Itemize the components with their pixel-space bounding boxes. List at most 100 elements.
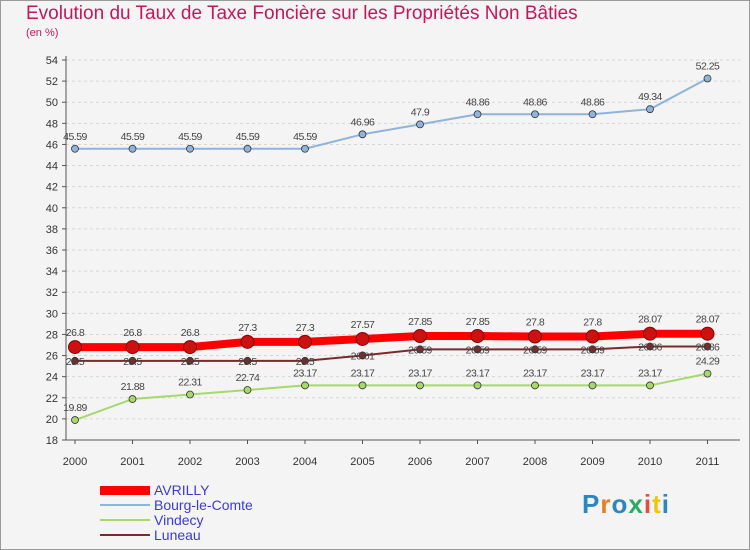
data-label-avrilly: 26.8	[66, 327, 85, 339]
point-avrilly	[298, 334, 312, 349]
legend-item-vindecy[interactable]: Vindecy	[100, 512, 300, 528]
data-label-bourg-le-comte: 45.59	[178, 131, 202, 143]
series-line-vindecy	[74, 372, 708, 421]
y-tick-label: 42	[46, 182, 58, 194]
data-label-avrilly: 28.07	[638, 314, 662, 326]
legend-item-bourg-le-comte[interactable]: Bourg-le-Comte	[100, 497, 300, 513]
logo-letter: P	[582, 489, 601, 519]
point-avrilly	[413, 329, 427, 344]
point-luneau	[243, 356, 252, 365]
y-tick-label: 34	[46, 266, 58, 278]
legend-item-avrilly[interactable]: AVRILLY	[100, 482, 300, 498]
data-label-avrilly: 27.57	[351, 319, 375, 331]
data-label-vindecy: 22.74	[236, 372, 260, 384]
y-tick-label: 24	[46, 372, 58, 384]
point-vindecy	[531, 381, 539, 390]
data-label-avrilly: 27.3	[296, 322, 315, 334]
data-label-luneau: 25.5	[123, 356, 142, 368]
data-label-avrilly: 27.8	[583, 317, 602, 329]
logo-letter: x	[628, 489, 644, 519]
data-label-bourg-le-comte: 45.59	[293, 131, 317, 143]
y-tick-label: 38	[46, 224, 58, 236]
y-tick-label: 18	[46, 435, 58, 447]
point-avrilly	[700, 326, 715, 341]
data-label-luneau: 25.5	[296, 356, 315, 368]
data-label-luneau: 26.59	[466, 344, 490, 356]
legend-swatch-avrilly	[100, 486, 150, 495]
legend-swatch-vindecy	[100, 519, 150, 521]
x-tick-label: 2005	[350, 456, 374, 468]
point-vindecy	[301, 381, 309, 390]
point-vindecy	[128, 395, 137, 403]
data-label-vindecy: 21.88	[121, 381, 145, 393]
data-label-vindecy: 23.17	[408, 367, 432, 379]
legend-label-vindecy: Vindecy	[154, 512, 204, 528]
point-avrilly	[183, 340, 197, 355]
x-tick-label: 2011	[696, 456, 720, 468]
point-bourg-le-comte	[416, 120, 424, 129]
chart-title: Evolution du Taux de Taxe Foncière sur l…	[26, 3, 578, 24]
x-tick-label: 2001	[120, 456, 144, 468]
data-label-vindecy: 24.29	[696, 356, 720, 368]
point-vindecy	[646, 381, 654, 390]
legend-swatch-luneau	[100, 534, 150, 536]
point-bourg-le-comte	[358, 130, 367, 139]
logo-letter: i	[661, 489, 670, 519]
data-label-avrilly: 27.3	[238, 322, 257, 334]
data-label-avrilly: 26.8	[123, 327, 142, 339]
data-label-luneau: 25.5	[238, 356, 257, 368]
data-label-bourg-le-comte: 45.59	[121, 131, 145, 143]
data-label-vindecy: 23.17	[351, 367, 375, 379]
data-label-luneau: 26.86	[696, 341, 720, 353]
legend-label-luneau: Luneau	[154, 527, 201, 543]
point-luneau	[358, 351, 367, 360]
point-avrilly	[585, 329, 600, 344]
y-tick-label: 30	[46, 308, 58, 320]
point-luneau	[128, 356, 137, 365]
logo-letter: o	[611, 489, 629, 519]
point-avrilly	[643, 326, 657, 341]
point-luneau	[531, 345, 539, 354]
y-tick-label: 52	[46, 76, 58, 88]
point-bourg-le-comte	[301, 144, 309, 153]
data-label-avrilly: 26.8	[181, 327, 200, 339]
data-label-bourg-le-comte: 47.9	[411, 106, 430, 118]
legend: AVRILLY Bourg-le-Comte Vindecy Luneau	[100, 482, 300, 543]
y-tick-label: 48	[46, 118, 58, 130]
x-tick-label: 2007	[465, 456, 489, 468]
point-luneau	[71, 356, 79, 365]
point-avrilly	[528, 329, 542, 344]
x-tick-label: 2003	[235, 456, 259, 468]
point-bourg-le-comte	[186, 144, 194, 153]
point-vindecy	[358, 381, 367, 390]
data-label-bourg-le-comte: 48.86	[523, 96, 547, 108]
data-label-vindecy: 23.17	[466, 367, 490, 379]
data-label-luneau: 26.01	[351, 350, 375, 362]
x-tick-label: 2009	[580, 456, 604, 468]
unit-label: (en %)	[26, 27, 59, 39]
data-label-luneau: 26.59	[408, 344, 432, 356]
y-tick-label: 26	[46, 351, 58, 363]
point-bourg-le-comte	[531, 110, 539, 119]
legend-swatch-bourg-le-comte	[100, 504, 150, 506]
point-luneau	[416, 345, 424, 354]
legend-item-luneau[interactable]: Luneau	[100, 527, 300, 543]
point-avrilly	[355, 331, 370, 346]
x-tick-label: 2008	[523, 456, 547, 468]
point-bourg-le-comte	[71, 144, 79, 153]
y-tick-label: 54	[46, 55, 58, 67]
data-label-luneau: 26.59	[523, 344, 547, 356]
point-bourg-le-comte	[243, 144, 252, 153]
y-tick-label: 46	[46, 139, 58, 151]
y-tick-label: 36	[46, 245, 58, 257]
data-label-bourg-le-comte: 45.59	[63, 131, 87, 143]
point-bourg-le-comte	[646, 105, 654, 114]
point-luneau	[703, 342, 712, 351]
x-tick-label: 2000	[63, 456, 87, 468]
data-label-avrilly: 27.85	[466, 316, 490, 328]
legend-label-bourg-le-comte: Bourg-le-Comte	[154, 497, 253, 513]
point-avrilly	[470, 329, 485, 344]
point-vindecy	[703, 369, 712, 378]
data-label-vindecy: 23.17	[638, 367, 662, 379]
